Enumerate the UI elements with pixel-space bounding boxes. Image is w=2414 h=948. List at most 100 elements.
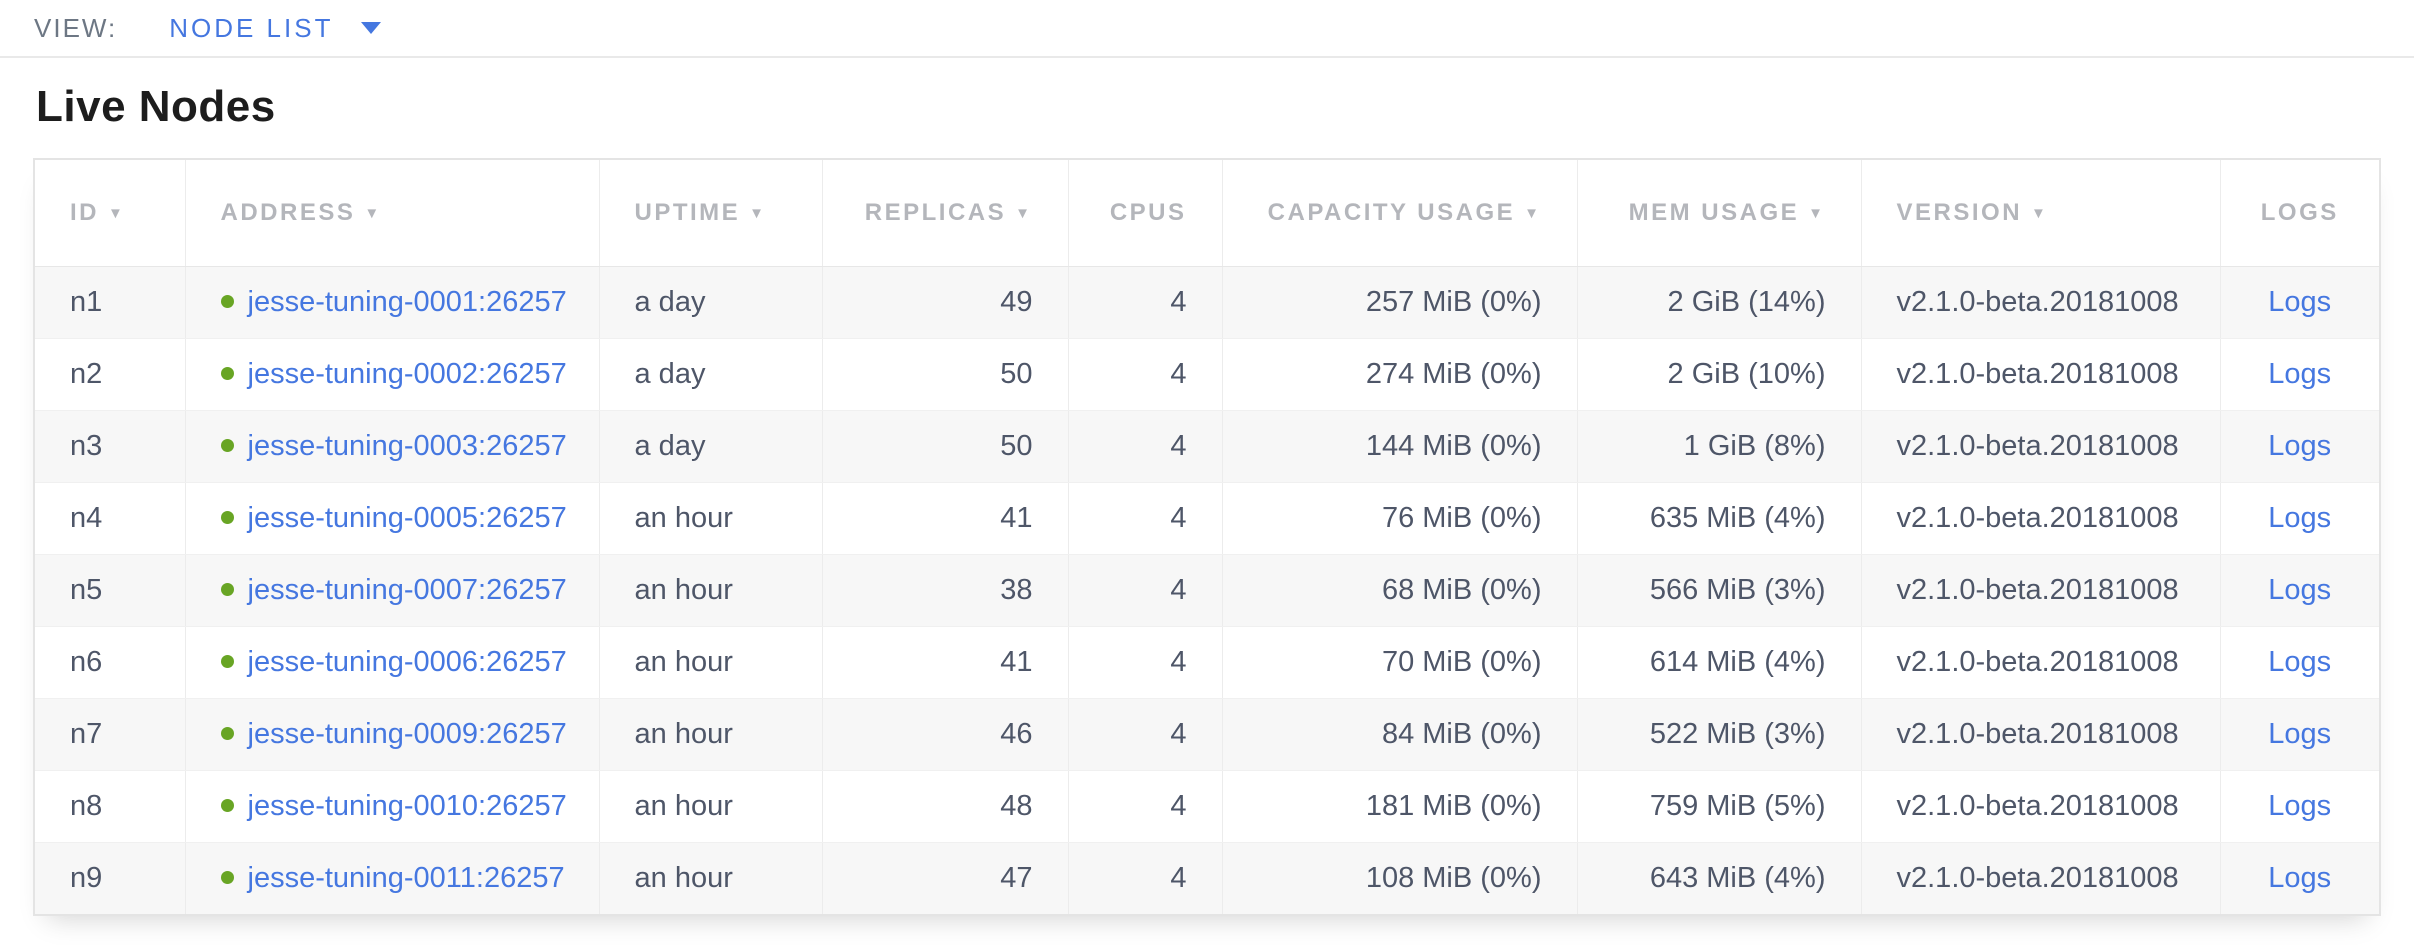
cell-capacity-usage: 84 MiB (0%) bbox=[1222, 698, 1578, 771]
cell-uptime: a day bbox=[599, 266, 823, 339]
cell-address: jesse-tuning-0006:26257 bbox=[185, 626, 600, 699]
sort-caret-icon: ▼ bbox=[364, 204, 382, 222]
cell-mem-usage: 759 MiB (5%) bbox=[1577, 770, 1862, 843]
node-live-status-icon bbox=[220, 798, 234, 812]
column-header-version[interactable]: VERSION ▼ bbox=[1861, 160, 2221, 267]
node-live-status-icon bbox=[220, 294, 234, 308]
cell-mem-usage: 614 MiB (4%) bbox=[1577, 626, 1862, 699]
node-address-link[interactable]: jesse-tuning-0002:26257 bbox=[247, 357, 567, 390]
table-row: n9 jesse-tuning-0011:26257 an hour 47 4 … bbox=[35, 842, 2379, 914]
cell-version: v2.1.0-beta.20181008 bbox=[1861, 410, 2221, 483]
node-address-link[interactable]: jesse-tuning-0005:26257 bbox=[247, 501, 567, 534]
cell-logs: Logs bbox=[2220, 698, 2379, 771]
node-address-link[interactable]: jesse-tuning-0003:26257 bbox=[247, 429, 567, 462]
cell-version: v2.1.0-beta.20181008 bbox=[1861, 266, 2221, 339]
cell-address: jesse-tuning-0009:26257 bbox=[185, 698, 600, 771]
cell-version: v2.1.0-beta.20181008 bbox=[1861, 626, 2221, 699]
cell-mem-usage: 2 GiB (10%) bbox=[1577, 338, 1862, 411]
cell-replicas: 47 bbox=[822, 842, 1069, 914]
caret-down-icon bbox=[361, 22, 382, 34]
cell-mem-usage: 643 MiB (4%) bbox=[1577, 842, 1862, 914]
table-row: n3 jesse-tuning-0003:26257 a day 50 4 14… bbox=[35, 410, 2379, 483]
node-address-link[interactable]: jesse-tuning-0006:26257 bbox=[247, 645, 567, 678]
cell-mem-usage: 522 MiB (3%) bbox=[1577, 698, 1862, 771]
cell-cpus: 4 bbox=[1068, 410, 1223, 483]
column-header-id[interactable]: ID ▼ bbox=[35, 160, 186, 267]
node-address-link[interactable]: jesse-tuning-0007:26257 bbox=[247, 573, 567, 606]
cell-logs: Logs bbox=[2220, 266, 2379, 339]
sort-caret-icon: ▼ bbox=[1808, 204, 1826, 222]
cell-uptime: an hour bbox=[599, 698, 823, 771]
node-logs-link[interactable]: Logs bbox=[2268, 357, 2332, 390]
cell-logs: Logs bbox=[2220, 554, 2379, 627]
table-row: n7 jesse-tuning-0009:26257 an hour 46 4 … bbox=[35, 698, 2379, 771]
column-header-label: REPLICAS bbox=[864, 198, 1007, 226]
cell-mem-usage: 566 MiB (3%) bbox=[1577, 554, 1862, 627]
node-logs-link[interactable]: Logs bbox=[2268, 717, 2332, 750]
node-logs-link[interactable]: Logs bbox=[2268, 789, 2332, 822]
column-header-label: CAPACITY USAGE bbox=[1267, 198, 1516, 226]
sort-caret-icon: ▼ bbox=[2031, 204, 2049, 222]
cell-uptime: an hour bbox=[599, 626, 823, 699]
cell-capacity-usage: 144 MiB (0%) bbox=[1222, 410, 1578, 483]
column-header-logs: LOGS bbox=[2220, 160, 2379, 267]
node-address-link[interactable]: jesse-tuning-0001:26257 bbox=[247, 285, 567, 318]
cell-uptime: a day bbox=[599, 410, 823, 483]
cell-version: v2.1.0-beta.20181008 bbox=[1861, 770, 2221, 843]
column-header-label: CPUS bbox=[1109, 198, 1187, 226]
cell-version: v2.1.0-beta.20181008 bbox=[1861, 482, 2221, 555]
cell-version: v2.1.0-beta.20181008 bbox=[1861, 554, 2221, 627]
cell-replicas: 48 bbox=[822, 770, 1069, 843]
column-header-replicas[interactable]: REPLICAS ▼ bbox=[822, 160, 1069, 267]
table-row: n8 jesse-tuning-0010:26257 an hour 48 4 … bbox=[35, 770, 2379, 843]
node-logs-link[interactable]: Logs bbox=[2268, 573, 2332, 606]
table-row: n4 jesse-tuning-0005:26257 an hour 41 4 … bbox=[35, 482, 2379, 555]
node-logs-link[interactable]: Logs bbox=[2268, 285, 2332, 318]
node-address-link[interactable]: jesse-tuning-0009:26257 bbox=[247, 717, 567, 750]
cell-cpus: 4 bbox=[1068, 554, 1223, 627]
cell-replicas: 41 bbox=[822, 482, 1069, 555]
cell-node-id: n6 bbox=[35, 626, 186, 699]
node-live-status-icon bbox=[220, 870, 234, 884]
cell-capacity-usage: 257 MiB (0%) bbox=[1222, 266, 1578, 339]
node-logs-link[interactable]: Logs bbox=[2268, 645, 2332, 678]
node-address-link[interactable]: jesse-tuning-0010:26257 bbox=[247, 789, 567, 822]
cell-logs: Logs bbox=[2220, 770, 2379, 843]
column-header-capacity_usage[interactable]: CAPACITY USAGE ▼ bbox=[1222, 160, 1578, 267]
table-row: n1 jesse-tuning-0001:26257 a day 49 4 25… bbox=[35, 266, 2379, 339]
cell-mem-usage: 1 GiB (8%) bbox=[1577, 410, 1862, 483]
node-logs-link[interactable]: Logs bbox=[2268, 501, 2332, 534]
column-header-address[interactable]: ADDRESS ▼ bbox=[185, 160, 600, 267]
cell-capacity-usage: 108 MiB (0%) bbox=[1222, 842, 1578, 914]
column-header-uptime[interactable]: UPTIME ▼ bbox=[599, 160, 823, 267]
cell-logs: Logs bbox=[2220, 410, 2379, 483]
cell-uptime: an hour bbox=[599, 842, 823, 914]
cell-replicas: 49 bbox=[822, 266, 1069, 339]
cell-capacity-usage: 68 MiB (0%) bbox=[1222, 554, 1578, 627]
sort-caret-icon: ▼ bbox=[1015, 204, 1033, 222]
sort-caret-icon: ▼ bbox=[1524, 204, 1542, 222]
cell-address: jesse-tuning-0010:26257 bbox=[185, 770, 600, 843]
node-address-link[interactable]: jesse-tuning-0011:26257 bbox=[247, 861, 565, 894]
view-selector-bar: VIEW: NODE LIST bbox=[0, 0, 2414, 58]
cell-cpus: 4 bbox=[1068, 266, 1223, 339]
table-row: n5 jesse-tuning-0007:26257 an hour 38 4 … bbox=[35, 554, 2379, 627]
node-live-status-icon bbox=[220, 654, 234, 668]
view-select-value: NODE LIST bbox=[169, 12, 334, 43]
cell-capacity-usage: 274 MiB (0%) bbox=[1222, 338, 1578, 411]
cell-cpus: 4 bbox=[1068, 698, 1223, 771]
cell-replicas: 38 bbox=[822, 554, 1069, 627]
view-select-dropdown[interactable]: NODE LIST bbox=[169, 12, 382, 44]
page-title: Live Nodes bbox=[36, 82, 276, 131]
column-header-mem_usage[interactable]: MEM USAGE ▼ bbox=[1577, 160, 1862, 267]
cell-cpus: 4 bbox=[1068, 482, 1223, 555]
sort-caret-icon: ▼ bbox=[108, 204, 126, 222]
cell-capacity-usage: 76 MiB (0%) bbox=[1222, 482, 1578, 555]
column-header-label: UPTIME bbox=[634, 198, 741, 226]
node-logs-link[interactable]: Logs bbox=[2268, 861, 2332, 894]
node-logs-link[interactable]: Logs bbox=[2268, 429, 2332, 462]
sort-caret-icon: ▼ bbox=[749, 204, 767, 222]
cell-logs: Logs bbox=[2220, 482, 2379, 555]
column-header-label: ADDRESS bbox=[220, 198, 356, 226]
table-body: n1 jesse-tuning-0001:26257 a day 49 4 25… bbox=[35, 266, 2379, 914]
